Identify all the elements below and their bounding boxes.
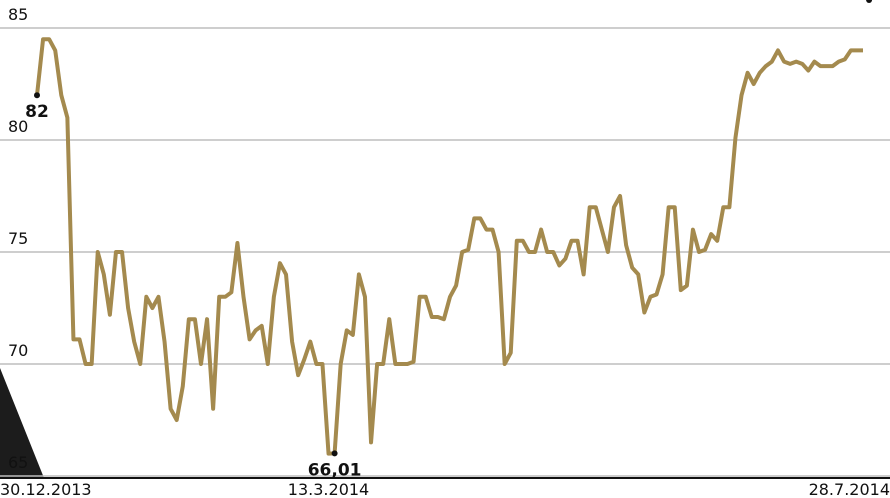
- y-tick-label: 65: [8, 453, 28, 472]
- x-tick-label: 30.12.2013: [0, 480, 92, 498]
- corner-decoration: [0, 368, 44, 478]
- point-marker: [866, 0, 873, 3]
- y-tick-label: 85: [8, 5, 28, 24]
- data-label: 66,01: [308, 460, 362, 480]
- point-marker: [331, 450, 338, 457]
- x-tick-label: 28.7.2014: [809, 480, 890, 498]
- data-label: 84: [857, 0, 881, 5]
- y-tick-label: 75: [8, 229, 28, 248]
- point-marker: [34, 92, 40, 99]
- data-line: [35, 37, 863, 456]
- data-label: 82: [25, 102, 49, 122]
- y-tick-label: 80: [8, 117, 28, 136]
- x-tick-label: 13.3.2014: [288, 480, 369, 498]
- y-tick-label: 70: [8, 341, 28, 360]
